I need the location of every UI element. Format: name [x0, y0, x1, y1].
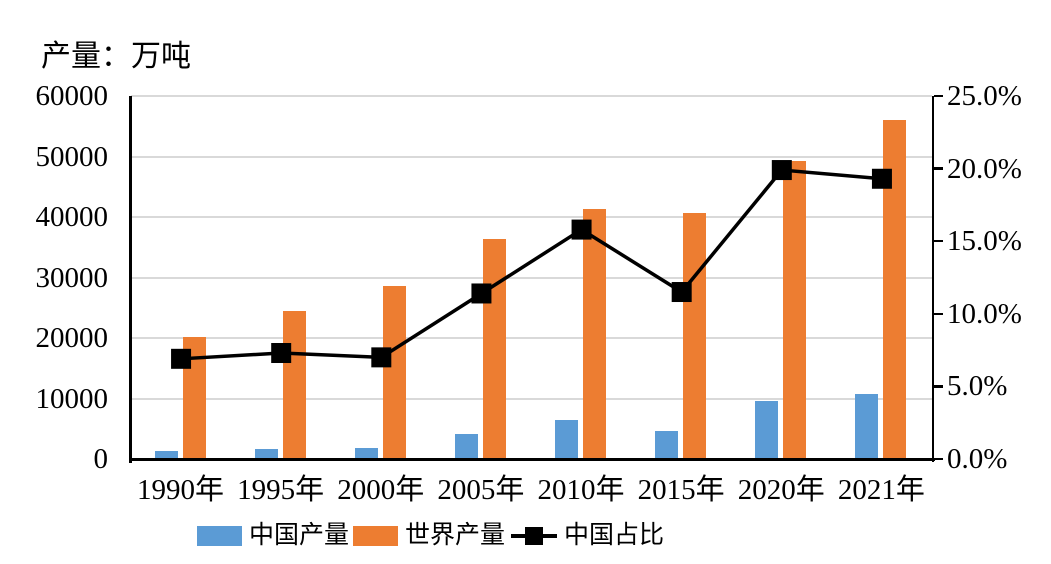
grid-line	[130, 397, 932, 400]
y-axis-line-right	[931, 96, 934, 462]
x-axis-label: 1995年	[237, 474, 325, 506]
grid-line	[130, 216, 932, 218]
bar-world-2015年	[683, 213, 707, 459]
share-marker-1990年	[170, 348, 191, 369]
bar-china-2010年	[555, 419, 579, 459]
legend-label-world: 世界产量	[405, 522, 506, 549]
y-axis-label-left: 30000	[35, 261, 109, 294]
x-axis-label: 2015年	[637, 474, 725, 506]
legend-swatch-world-bar	[353, 526, 399, 546]
right-axis-tick	[934, 385, 943, 388]
right-axis-tick	[934, 239, 943, 243]
share-marker-1995年	[270, 343, 291, 364]
share-marker-2000年	[370, 347, 391, 368]
right-axis-tick	[934, 94, 943, 98]
grid-line	[130, 155, 932, 158]
share-marker-2021年	[871, 168, 892, 189]
bar-china-1990年	[154, 450, 178, 459]
y-axis-label-left: 0	[93, 443, 109, 475]
right-axis-tick	[934, 457, 943, 461]
legend-square-marker-icon	[525, 527, 544, 545]
y-axis-label-right: 0.0%	[947, 443, 1008, 475]
y-axis-line-left	[128, 96, 132, 463]
bar-china-2020年	[755, 400, 779, 459]
y-axis-label-right: 15.0%	[947, 225, 1022, 258]
legend: 中国产量 世界产量 中国占比	[197, 522, 668, 550]
bar-china-2015年	[655, 430, 679, 459]
y-axis-label-right: 10.0%	[947, 297, 1022, 330]
legend-swatch-china-bar	[197, 526, 242, 546]
share-marker-2005年	[470, 283, 491, 304]
x-axis-label: 2010年	[537, 474, 625, 506]
bar-china-2021年	[855, 393, 879, 459]
x-axis-label: 2000年	[337, 474, 425, 506]
legend-label-china: 中国产量	[249, 522, 350, 549]
legend-label-share: 中国占比	[564, 522, 665, 549]
y-axis-label-left: 20000	[35, 322, 109, 354]
share-line-layer	[170, 160, 892, 369]
bar-china-2000年	[354, 448, 378, 459]
x-axis-label: 2020年	[737, 474, 825, 506]
grid-line	[130, 337, 932, 339]
y-axis-label-left: 10000	[35, 382, 109, 415]
right-axis-tick	[934, 167, 943, 170]
x-axis-label: 2021年	[837, 474, 925, 506]
y-axis-label-left: 60000	[35, 80, 109, 112]
y-axis-label-left: 40000	[35, 201, 109, 233]
chart-title: 产量：万吨	[41, 40, 191, 73]
x-axis-label: 1990年	[137, 474, 225, 506]
y-axis-label-right: 20.0%	[947, 152, 1022, 185]
y-axis-label-left: 50000	[35, 140, 109, 173]
right-axis-tick	[934, 312, 943, 316]
legend-swatch-share-line	[511, 525, 558, 547]
grid-line	[130, 276, 932, 279]
share-marker-2010年	[571, 219, 592, 240]
bar-world-2020年	[783, 161, 807, 459]
share-marker-2015年	[671, 282, 692, 303]
x-axis-line	[128, 458, 935, 461]
bar-world-2000年	[382, 285, 406, 459]
grid-line	[130, 95, 932, 97]
bar-world-2010年	[583, 208, 607, 459]
bar-world-2021年	[883, 119, 907, 459]
share-marker-2020年	[771, 160, 792, 181]
x-axis-label: 2005年	[437, 474, 525, 506]
bar-china-1995年	[254, 448, 278, 459]
y-axis-label-right: 25.0%	[947, 80, 1022, 112]
bar-china-2005年	[454, 433, 478, 459]
share-line	[180, 168, 882, 361]
y-axis-label-right: 5.0%	[947, 370, 1008, 403]
